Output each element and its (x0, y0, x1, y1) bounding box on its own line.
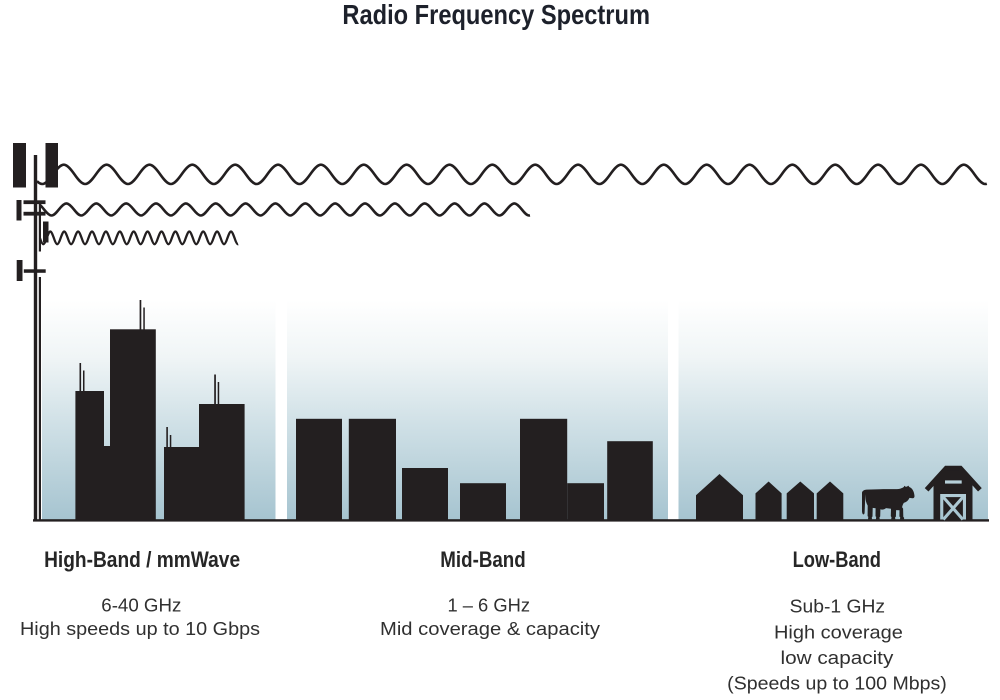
svg-text:Radio Frequency Spectrum: Radio Frequency Spectrum (342, 0, 650, 30)
svg-text:Sub-1 GHz: Sub-1 GHz (790, 596, 886, 617)
svg-text:Mid-Band: Mid-Band (440, 547, 525, 572)
svg-text:(Speeds up to 100 Mbps): (Speeds up to 100 Mbps) (727, 672, 947, 693)
svg-text:low capacity: low capacity (781, 647, 895, 668)
svg-text:High-Band / mmWave: High-Band / mmWave (44, 547, 240, 572)
svg-text:High coverage: High coverage (774, 621, 903, 642)
svg-text:Low-Band: Low-Band (793, 547, 881, 572)
svg-text:6-40 GHz: 6-40 GHz (101, 594, 181, 615)
svg-text:Mid coverage & capacity: Mid coverage & capacity (380, 618, 601, 639)
svg-text:1 – 6 GHz: 1 – 6 GHz (448, 594, 531, 615)
svg-text:High speeds up to 10 Gbps: High speeds up to 10 Gbps (20, 618, 260, 639)
